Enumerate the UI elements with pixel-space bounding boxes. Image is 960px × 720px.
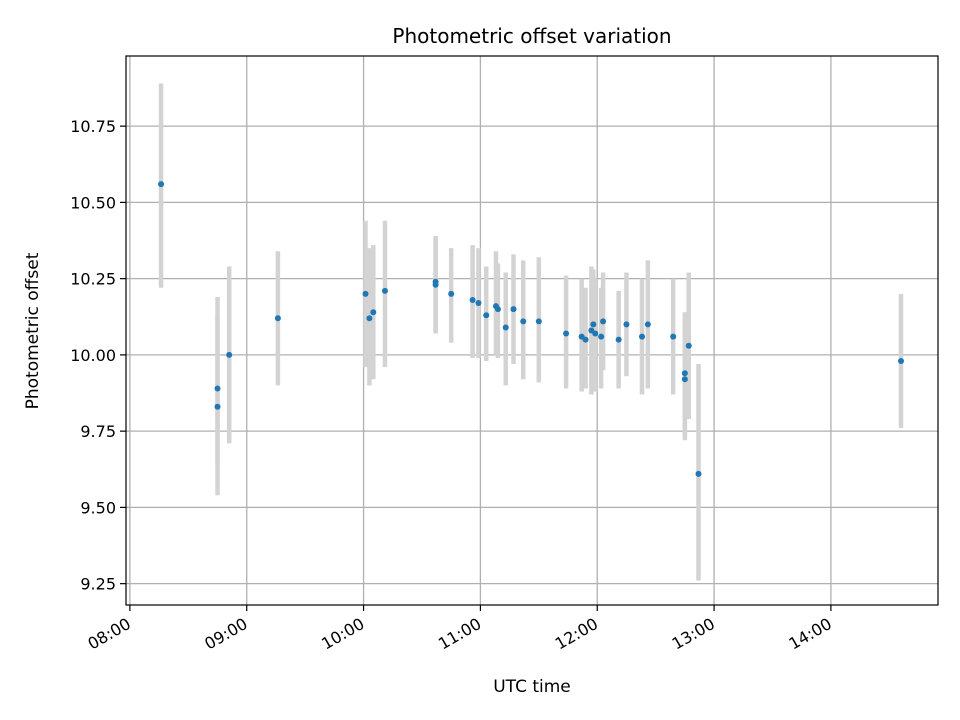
x-axis-label: UTC time xyxy=(493,677,571,697)
data-point xyxy=(510,306,517,313)
y-tick-label: 10.50 xyxy=(70,193,116,212)
data-point xyxy=(590,321,597,328)
data-point xyxy=(670,333,677,340)
y-tick-label: 9.50 xyxy=(80,498,116,517)
data-point xyxy=(448,290,455,297)
data-point xyxy=(582,336,589,343)
data-point xyxy=(592,330,599,337)
plot-frame xyxy=(125,55,939,606)
data-point xyxy=(214,385,221,392)
data-point xyxy=(644,321,651,328)
data-points xyxy=(158,181,905,477)
data-point xyxy=(898,358,905,364)
data-point xyxy=(469,297,476,303)
data-point xyxy=(226,351,233,358)
data-point xyxy=(535,318,542,325)
data-point xyxy=(598,333,605,340)
y-tick-label: 9.25 xyxy=(80,575,116,594)
y-tick-label: 10.25 xyxy=(70,270,116,289)
data-point xyxy=(502,324,509,331)
data-point xyxy=(695,470,702,477)
data-point xyxy=(600,318,607,325)
y-axis-ticks: 9.25 9.50 9.75 10.00 10.25 10.50 10.75 xyxy=(70,117,126,594)
y-tick-label: 9.75 xyxy=(80,422,116,441)
data-point xyxy=(366,315,373,322)
data-point xyxy=(520,318,527,325)
data-point xyxy=(615,336,622,343)
data-point xyxy=(563,330,570,337)
chart-title: Photometric offset variation xyxy=(392,24,671,48)
data-point xyxy=(639,333,646,340)
data-point xyxy=(214,403,221,410)
data-point xyxy=(362,290,369,297)
data-point xyxy=(158,181,165,188)
data-point xyxy=(274,315,281,322)
y-tick-label: 10.75 xyxy=(70,117,116,136)
y-tick-label: 10.00 xyxy=(70,346,116,365)
data-point xyxy=(623,321,630,328)
data-point xyxy=(681,370,688,377)
data-point xyxy=(494,306,501,313)
data-point xyxy=(381,287,388,294)
data-point xyxy=(483,312,490,319)
y-axis-label: Photometric offset xyxy=(23,252,43,409)
data-point xyxy=(475,300,482,307)
data-point xyxy=(681,376,688,383)
data-point xyxy=(685,342,692,349)
data-point xyxy=(370,309,377,316)
data-point xyxy=(432,281,439,288)
